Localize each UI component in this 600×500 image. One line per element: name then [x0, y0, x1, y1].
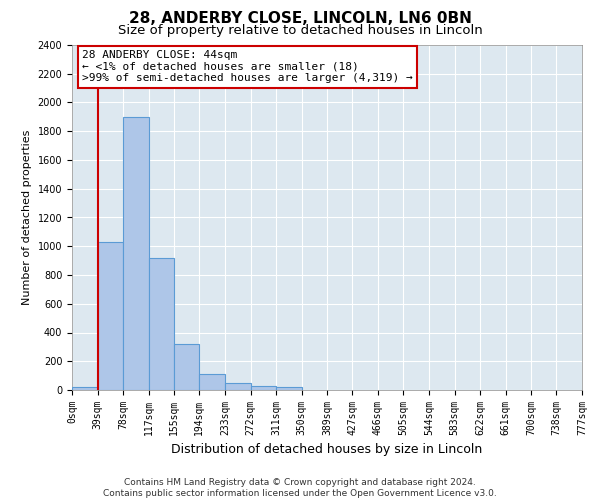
X-axis label: Distribution of detached houses by size in Lincoln: Distribution of detached houses by size … [172, 444, 482, 456]
Bar [225, 383, 251, 390]
Bar [276, 387, 302, 390]
Bar [98, 242, 123, 390]
Text: Contains HM Land Registry data © Crown copyright and database right 2024.
Contai: Contains HM Land Registry data © Crown c… [103, 478, 497, 498]
Text: Size of property relative to detached houses in Lincoln: Size of property relative to detached ho… [118, 24, 482, 37]
Text: 28, ANDERBY CLOSE, LINCOLN, LN6 0BN: 28, ANDERBY CLOSE, LINCOLN, LN6 0BN [128, 11, 472, 26]
Y-axis label: Number of detached properties: Number of detached properties [22, 130, 32, 305]
Text: 28 ANDERBY CLOSE: 44sqm
← <1% of detached houses are smaller (18)
>99% of semi-d: 28 ANDERBY CLOSE: 44sqm ← <1% of detache… [82, 50, 413, 84]
Bar [251, 386, 276, 390]
Bar [199, 374, 225, 390]
Bar [123, 117, 149, 390]
Bar [72, 387, 98, 390]
Bar [149, 258, 174, 390]
Bar [174, 344, 199, 390]
